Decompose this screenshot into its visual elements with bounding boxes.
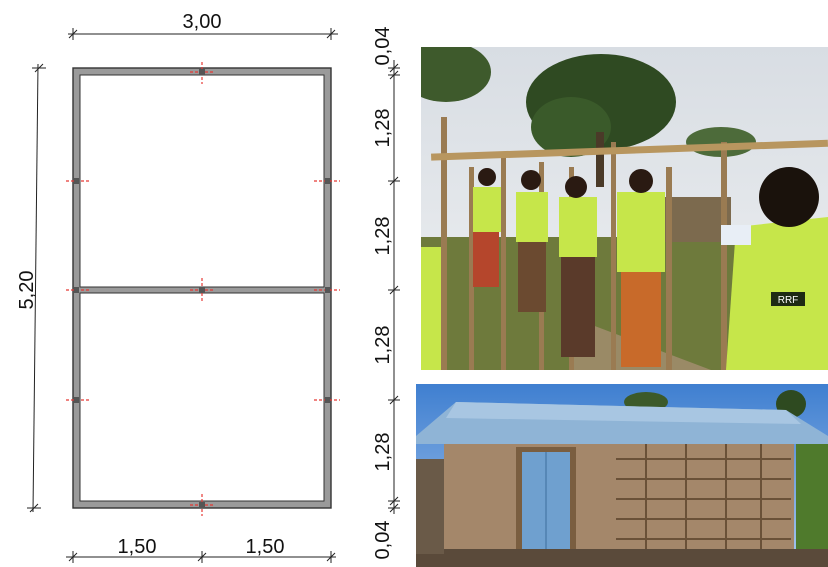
dimension-right <box>388 60 400 514</box>
dimension-bottom-left-label: 1,50 <box>118 536 157 558</box>
dimension-length-label: 5,20 <box>16 271 38 310</box>
dimension-right-label-4: 1,28 <box>372 326 394 365</box>
photo-frame-construction: RRF <box>421 47 828 370</box>
dimension-right-label-3: 1,28 <box>372 217 394 256</box>
dimension-right-label-6: 0,04 <box>372 521 394 560</box>
photo-finished-shelter <box>416 384 828 567</box>
dimension-bottom <box>66 551 336 563</box>
dimension-width-label: 3,00 <box>183 11 222 33</box>
dimension-right-label-1: 0,04 <box>372 27 394 66</box>
dimension-bottom-right-label: 1,50 <box>246 536 285 558</box>
floor-plan-diagram: 3,00 5,20 1,50 1,50 0,04 1,28 1,28 1,28 … <box>16 11 400 563</box>
dimension-right-label-2: 1,28 <box>372 109 394 148</box>
worker-figures: RRF <box>421 167 828 370</box>
dimension-right-label-5: 1,28 <box>372 433 394 472</box>
vest-logo-text: RRF <box>778 295 799 306</box>
dimension-top <box>68 28 338 40</box>
dimension-left <box>27 63 46 513</box>
